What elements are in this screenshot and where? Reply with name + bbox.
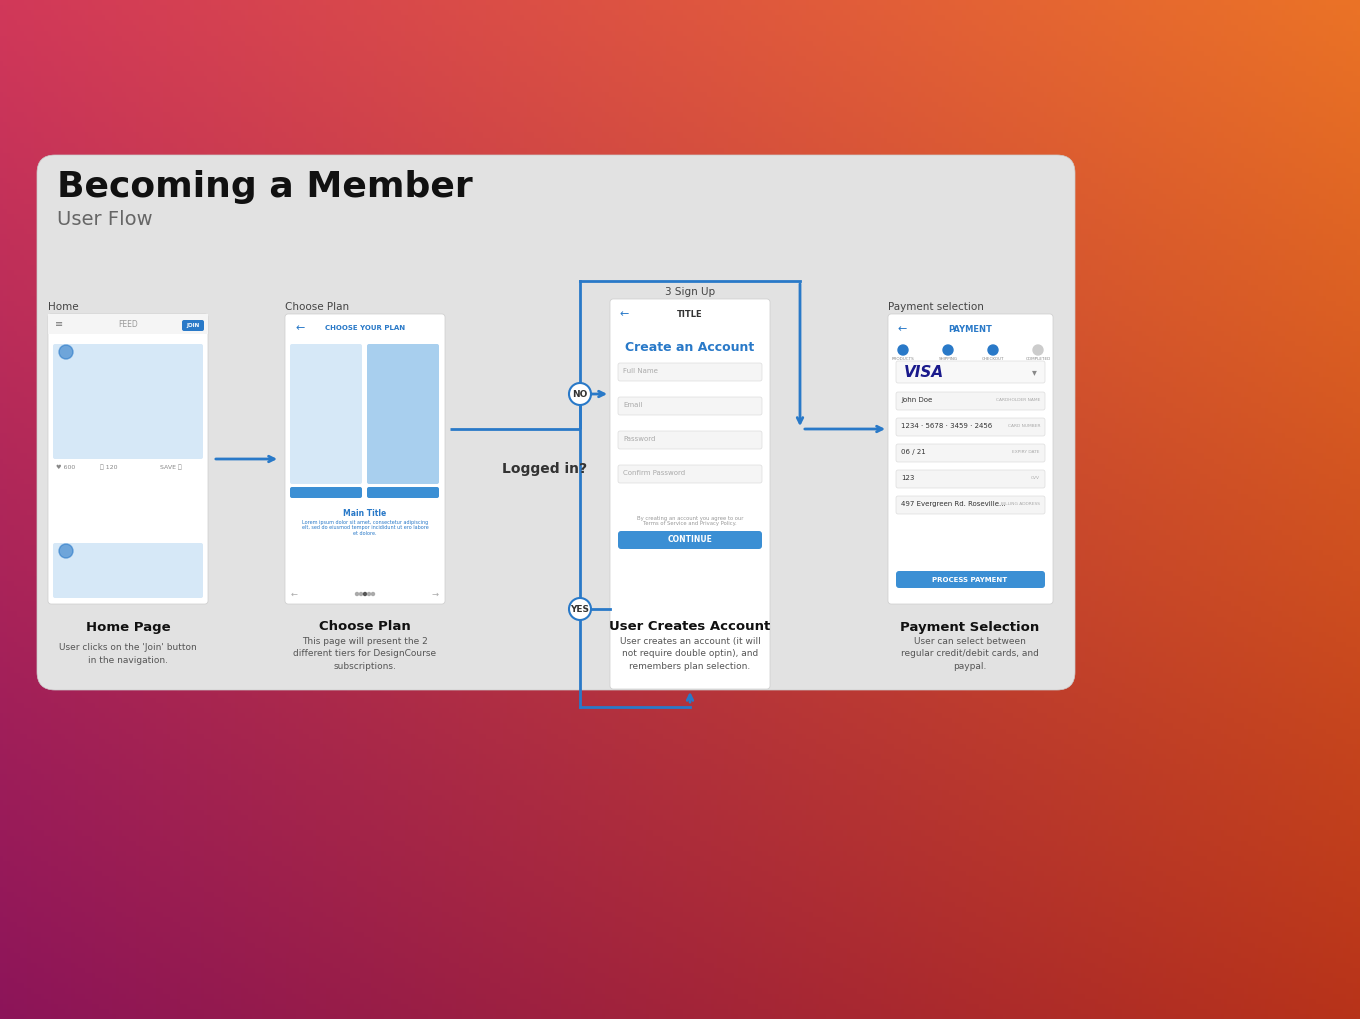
FancyBboxPatch shape bbox=[617, 397, 762, 415]
Text: 123: 123 bbox=[900, 475, 914, 481]
Text: Becoming a Member: Becoming a Member bbox=[57, 170, 473, 204]
Text: SAVE 🔖: SAVE 🔖 bbox=[160, 465, 182, 470]
Text: PROCESS PAYMENT: PROCESS PAYMENT bbox=[933, 577, 1008, 583]
Text: User Creates Account: User Creates Account bbox=[609, 621, 771, 634]
Text: Lorem ipsum dolor sit amet, consectetur adipiscing
elt, sed do eiusmod tempor in: Lorem ipsum dolor sit amet, consectetur … bbox=[302, 520, 428, 536]
Text: Create an Account: Create an Account bbox=[626, 340, 755, 354]
Text: CVV: CVV bbox=[1031, 476, 1040, 480]
Text: User Flow: User Flow bbox=[57, 210, 152, 229]
FancyBboxPatch shape bbox=[290, 487, 362, 498]
Text: Email: Email bbox=[623, 403, 642, 408]
Text: BILLING ADDRESS: BILLING ADDRESS bbox=[1001, 502, 1040, 506]
FancyBboxPatch shape bbox=[286, 314, 445, 604]
Text: Choose Plan: Choose Plan bbox=[320, 621, 411, 634]
Text: John Doe: John Doe bbox=[900, 397, 932, 403]
Text: By creating an account you agree to our
Terms of Service and Privacy Policy.: By creating an account you agree to our … bbox=[636, 516, 744, 527]
Text: ←: ← bbox=[291, 590, 298, 598]
Text: EXPIRY DATE: EXPIRY DATE bbox=[1012, 450, 1040, 454]
FancyBboxPatch shape bbox=[53, 543, 203, 598]
FancyBboxPatch shape bbox=[896, 470, 1044, 488]
FancyBboxPatch shape bbox=[37, 155, 1074, 690]
Text: Choose Plan: Choose Plan bbox=[286, 302, 350, 312]
Text: ←: ← bbox=[295, 323, 305, 333]
Text: User can select between
regular credit/debit cards, and
paypal.: User can select between regular credit/d… bbox=[902, 637, 1039, 671]
Text: VISA: VISA bbox=[904, 365, 944, 379]
Text: 1234 · 5678 · 3459 · 2456: 1234 · 5678 · 3459 · 2456 bbox=[900, 423, 993, 429]
FancyBboxPatch shape bbox=[617, 363, 762, 381]
FancyBboxPatch shape bbox=[48, 314, 208, 604]
Text: Logged in?: Logged in? bbox=[502, 462, 588, 476]
FancyBboxPatch shape bbox=[896, 361, 1044, 383]
Text: Main Title: Main Title bbox=[343, 510, 386, 519]
Text: User clicks on the 'Join' button
in the navigation.: User clicks on the 'Join' button in the … bbox=[58, 643, 197, 664]
Text: SHIPPING: SHIPPING bbox=[938, 357, 957, 361]
Text: Password: Password bbox=[623, 436, 656, 442]
Text: YES: YES bbox=[570, 604, 589, 613]
Text: →: → bbox=[432, 590, 439, 598]
Text: COMPLETED: COMPLETED bbox=[1025, 357, 1051, 361]
Text: CARDHOLDER NAME: CARDHOLDER NAME bbox=[996, 398, 1040, 403]
Text: Confirm Password: Confirm Password bbox=[623, 470, 685, 476]
Text: This page will present the 2
different tiers for DesignCourse
subscriptions.: This page will present the 2 different t… bbox=[294, 637, 437, 671]
FancyBboxPatch shape bbox=[617, 531, 762, 549]
FancyBboxPatch shape bbox=[48, 314, 208, 334]
Text: ▾: ▾ bbox=[1032, 367, 1036, 377]
Text: FEED: FEED bbox=[118, 320, 137, 328]
FancyBboxPatch shape bbox=[367, 344, 439, 484]
FancyBboxPatch shape bbox=[896, 392, 1044, 410]
Circle shape bbox=[898, 345, 908, 355]
Text: 497 Evergreen Rd. Roseville...: 497 Evergreen Rd. Roseville... bbox=[900, 501, 1006, 507]
FancyBboxPatch shape bbox=[896, 571, 1044, 588]
Text: ≡: ≡ bbox=[54, 319, 63, 329]
Text: User creates an account (it will
not require double optin), and
remembers plan s: User creates an account (it will not req… bbox=[620, 637, 760, 671]
FancyBboxPatch shape bbox=[896, 496, 1044, 514]
Circle shape bbox=[367, 592, 370, 595]
FancyBboxPatch shape bbox=[182, 320, 204, 331]
FancyBboxPatch shape bbox=[896, 444, 1044, 462]
Circle shape bbox=[359, 592, 363, 595]
Text: JOIN: JOIN bbox=[186, 323, 200, 328]
Circle shape bbox=[1034, 345, 1043, 355]
FancyBboxPatch shape bbox=[290, 344, 362, 484]
Text: 💬 120: 💬 120 bbox=[101, 465, 117, 470]
Circle shape bbox=[568, 383, 592, 405]
Text: Payment Selection: Payment Selection bbox=[900, 621, 1039, 634]
Text: PRODUCTS: PRODUCTS bbox=[892, 357, 914, 361]
Text: Payment selection: Payment selection bbox=[888, 302, 983, 312]
Text: CONTINUE: CONTINUE bbox=[668, 536, 713, 544]
Text: ♥ 600: ♥ 600 bbox=[56, 465, 75, 470]
Text: CHOOSE YOUR PLAN: CHOOSE YOUR PLAN bbox=[325, 325, 405, 331]
Text: CHECKOUT: CHECKOUT bbox=[982, 357, 1004, 361]
Circle shape bbox=[58, 544, 73, 558]
FancyBboxPatch shape bbox=[367, 487, 439, 498]
FancyBboxPatch shape bbox=[617, 431, 762, 449]
Circle shape bbox=[371, 592, 374, 595]
Text: Full Name: Full Name bbox=[623, 368, 658, 374]
Text: ←: ← bbox=[620, 309, 630, 319]
Text: NO: NO bbox=[573, 389, 588, 398]
Text: Home Page: Home Page bbox=[86, 621, 170, 634]
Circle shape bbox=[363, 592, 366, 595]
FancyBboxPatch shape bbox=[617, 465, 762, 483]
Circle shape bbox=[355, 592, 359, 595]
Circle shape bbox=[987, 345, 998, 355]
FancyBboxPatch shape bbox=[896, 418, 1044, 436]
Text: ←: ← bbox=[898, 324, 907, 334]
FancyBboxPatch shape bbox=[888, 314, 1053, 604]
FancyBboxPatch shape bbox=[53, 344, 203, 459]
Text: PAYMENT: PAYMENT bbox=[948, 324, 991, 333]
Circle shape bbox=[568, 598, 592, 620]
Text: 06 / 21: 06 / 21 bbox=[900, 449, 926, 455]
Text: 3 Sign Up: 3 Sign Up bbox=[665, 287, 715, 297]
Text: Home: Home bbox=[48, 302, 79, 312]
Text: CARD NUMBER: CARD NUMBER bbox=[1008, 424, 1040, 428]
Text: TITLE: TITLE bbox=[677, 310, 703, 319]
Circle shape bbox=[942, 345, 953, 355]
FancyBboxPatch shape bbox=[611, 299, 770, 689]
Circle shape bbox=[58, 345, 73, 359]
